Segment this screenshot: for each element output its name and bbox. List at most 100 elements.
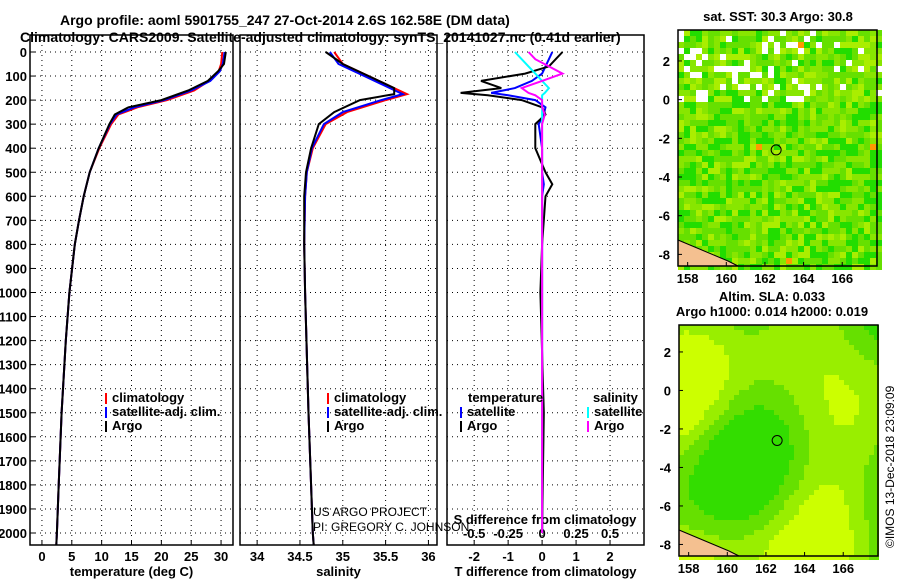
map-cell [754, 490, 759, 495]
map-cell [729, 475, 734, 480]
map-cell [846, 186, 852, 192]
map-cell [854, 345, 859, 350]
map-cell [874, 525, 879, 530]
map-cell [859, 420, 864, 425]
map-cell [702, 36, 708, 42]
map-cell [804, 335, 809, 340]
map-cell [849, 430, 854, 435]
map-cell [769, 430, 774, 435]
map-cell [714, 30, 720, 36]
map-cell [732, 192, 738, 198]
map-cell [694, 365, 699, 370]
map-cell [798, 90, 804, 96]
map-cell [694, 500, 699, 505]
map-cell [719, 360, 724, 365]
map-cell [699, 440, 704, 445]
map-cell [858, 180, 864, 186]
map-cell [724, 460, 729, 465]
map-cell [799, 465, 804, 470]
map-cell [719, 530, 724, 535]
map-cell [684, 96, 690, 102]
map-cell [702, 234, 708, 240]
map-cell [744, 345, 749, 350]
map-cell [810, 150, 816, 156]
map-cell [702, 126, 708, 132]
map-cell [679, 510, 684, 515]
map-cell [870, 90, 876, 96]
map-cell [834, 156, 840, 162]
map-cell [869, 475, 874, 480]
map-cell [690, 72, 696, 78]
map-cell [876, 132, 882, 138]
map-cell [759, 485, 764, 490]
map-cell [870, 42, 876, 48]
map-cell [854, 535, 859, 540]
legend-label: satellite [594, 404, 642, 419]
map-cell [824, 530, 829, 535]
map-cell [709, 425, 714, 430]
map-cell [768, 66, 774, 72]
map-cell [846, 192, 852, 198]
map-cell [714, 150, 720, 156]
map-cell [679, 400, 684, 405]
map-cell [684, 385, 689, 390]
map-cell [854, 425, 859, 430]
lon-tick-label: 166 [831, 271, 853, 286]
map-cell [844, 415, 849, 420]
map-cell [814, 330, 819, 335]
map-cell [759, 545, 764, 550]
map-cell [774, 216, 780, 222]
map-cell [720, 180, 726, 186]
map-cell [816, 72, 822, 78]
map-cell [738, 204, 744, 210]
map-cell [754, 480, 759, 485]
map-cell [750, 66, 756, 72]
map-cell [732, 126, 738, 132]
map-cell [684, 380, 689, 385]
map-cell [792, 168, 798, 174]
map-cell [828, 48, 834, 54]
map-cell [684, 240, 690, 246]
map-cell [699, 555, 704, 560]
map-cell [784, 495, 789, 500]
map-cell [864, 234, 870, 240]
map-cell [749, 525, 754, 530]
map-cell [792, 186, 798, 192]
lat-tick-label: -2 [658, 131, 670, 146]
map-cell [786, 96, 792, 102]
map-cell [702, 210, 708, 216]
map-cell [724, 510, 729, 515]
map-cell [690, 186, 696, 192]
map-cell [869, 345, 874, 350]
map-cell [724, 395, 729, 400]
map-cell [694, 375, 699, 380]
map-cell [678, 102, 684, 108]
map-cell [799, 365, 804, 370]
map-cell [864, 180, 870, 186]
map-cell [739, 555, 744, 560]
map-cell [724, 530, 729, 535]
map-cell [819, 345, 824, 350]
map-cell [794, 465, 799, 470]
map-cell [869, 395, 874, 400]
map-cell [704, 500, 709, 505]
map-cell [852, 222, 858, 228]
map-cell [719, 400, 724, 405]
map-cell [729, 395, 734, 400]
map-cell [684, 505, 689, 510]
map-cell [729, 495, 734, 500]
map-cell [819, 500, 824, 505]
map-cell [799, 540, 804, 545]
map-cell [798, 252, 804, 258]
map-cell [816, 198, 822, 204]
map-cell [750, 96, 756, 102]
map-cell [679, 475, 684, 480]
map-cell [874, 330, 879, 335]
map-cell [694, 410, 699, 415]
map-cell [809, 405, 814, 410]
map-cell [839, 400, 844, 405]
map-cell [864, 395, 869, 400]
map-cell [852, 150, 858, 156]
map-cell [699, 500, 704, 505]
map-cell [744, 102, 750, 108]
